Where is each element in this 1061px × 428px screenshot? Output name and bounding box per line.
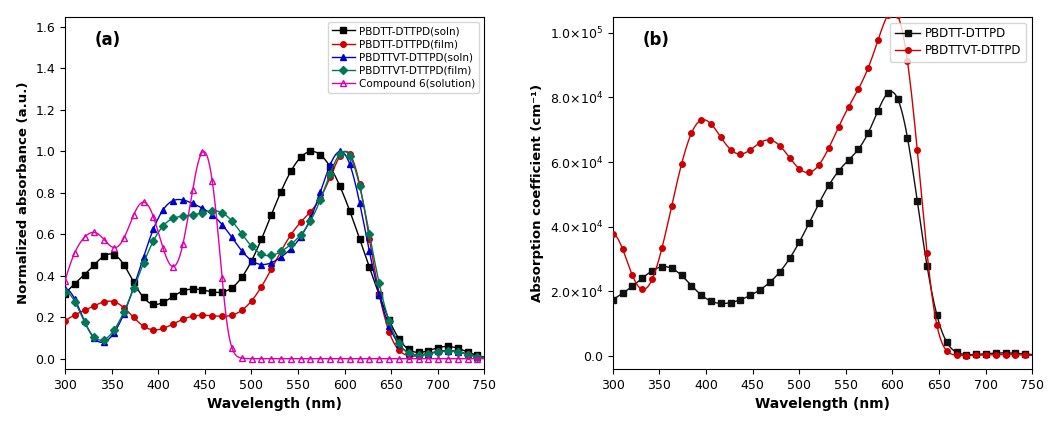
PBDTT-DTTPD(soln) [479,354,491,360]
PBDTTVT-DTTPD [957,353,970,358]
PBDTT-DTTPD(soln) [310,150,323,155]
Line: PBDTTVT-DTTPD(soln): PBDTTVT-DTTPD(soln) [63,149,487,360]
PBDTT-DTTPD [855,143,868,148]
PBDTT-DTTPD(soln) [414,350,427,355]
PBDTT-DTTPD(soln) [306,149,318,154]
PBDTT-DTTPD [884,89,897,94]
PBDTT-DTTPD [961,352,974,357]
Compound 6(solution) [414,356,427,361]
Line: PBDTT-DTTPD(film): PBDTT-DTTPD(film) [63,149,487,360]
PBDTTVT-DTTPD(soln) [333,149,346,154]
PBDTT-DTTPD [856,140,869,146]
PBDTTVT-DTTPD(soln) [307,209,319,214]
PBDTTVT-DTTPD(soln) [60,286,73,291]
PBDTT-DTTPD [1026,352,1039,357]
PBDTT-DTTPD(soln) [317,155,330,160]
PBDTTVT-DTTPD(film) [479,355,491,360]
PBDTT-DTTPD(film) [60,318,73,323]
PBDTTVT-DTTPD [990,352,1003,357]
PBDTT-DTTPD(film) [315,193,328,198]
PBDTTVT-DTTPD [607,231,620,236]
Compound 6(solution) [197,149,210,154]
PBDTTVT-DTTPD(film) [440,348,453,354]
Compound 6(solution) [310,356,323,361]
PBDTT-DTTPD [864,128,876,133]
Legend: PBDTT-DTTPD, PBDTTVT-DTTPD: PBDTT-DTTPD, PBDTTVT-DTTPD [890,23,1026,62]
PBDTTVT-DTTPD [856,78,869,83]
Y-axis label: Normalized absorbance (a.u.): Normalized absorbance (a.u.) [17,82,30,304]
PBDTTVT-DTTPD(soln) [315,186,328,191]
Compound 6(solution) [60,274,73,279]
Compound 6(solution) [317,356,330,361]
PBDTT-DTTPD(film) [340,149,352,154]
PBDTT-DTTPD(film) [414,353,427,358]
PBDTTVT-DTTPD(film) [414,353,427,358]
PBDTTVT-DTTPD [887,8,900,13]
PBDTTVT-DTTPD(film) [337,149,350,154]
Line: PBDTT-DTTPD(soln): PBDTT-DTTPD(soln) [63,149,487,360]
Line: PBDTT-DTTPD: PBDTT-DTTPD [610,89,1036,357]
Line: Compound 6(solution): Compound 6(solution) [63,149,487,362]
PBDTTVT-DTTPD [855,81,868,86]
PBDTTVT-DTTPD(film) [309,210,321,215]
PBDTT-DTTPD(film) [479,355,491,360]
PBDTTVT-DTTPD(soln) [440,348,453,353]
Compound 6(solution) [309,356,321,361]
Line: PBDTTVT-DTTPD: PBDTTVT-DTTPD [610,8,1036,358]
PBDTT-DTTPD [990,351,1003,356]
PBDTTVT-DTTPD(soln) [58,286,71,291]
PBDTT-DTTPD(film) [307,206,319,211]
Compound 6(solution) [440,356,453,361]
PBDTT-DTTPD [962,352,975,357]
PBDTT-DTTPD(soln) [60,290,73,295]
PBDTTVT-DTTPD(film) [315,193,328,199]
Legend: PBDTT-DTTPD(soln), PBDTT-DTTPD(film), PBDTTVT-DTTPD(soln), PBDTTVT-DTTPD(film), : PBDTT-DTTPD(soln), PBDTT-DTTPD(film), PB… [328,22,480,93]
PBDTTVT-DTTPD(film) [307,213,319,218]
X-axis label: Wavelength (nm): Wavelength (nm) [207,397,343,411]
PBDTT-DTTPD(soln) [309,149,321,155]
PBDTTVT-DTTPD(soln) [479,355,491,360]
X-axis label: Wavelength (nm): Wavelength (nm) [755,397,890,411]
PBDTTVT-DTTPD [1026,353,1039,358]
Text: (b): (b) [642,31,669,49]
PBDTT-DTTPD(film) [58,318,71,324]
PBDTTVT-DTTPD(film) [58,289,71,294]
PBDTT-DTTPD(soln) [440,344,453,349]
PBDTTVT-DTTPD [608,232,621,237]
PBDTTVT-DTTPD(soln) [309,205,321,211]
Text: (a): (a) [94,31,121,49]
PBDTTVT-DTTPD(soln) [414,352,427,357]
PBDTT-DTTPD [607,297,620,302]
PBDTT-DTTPD [608,296,621,301]
PBDTT-DTTPD(film) [440,348,453,353]
PBDTT-DTTPD(soln) [58,291,71,296]
Line: PBDTTVT-DTTPD(film): PBDTTVT-DTTPD(film) [63,149,487,360]
PBDTTVT-DTTPD(film) [60,290,73,295]
PBDTT-DTTPD(film) [309,204,321,209]
PBDTTVT-DTTPD [864,62,876,67]
Compound 6(solution) [58,279,71,284]
Compound 6(solution) [479,356,491,361]
PBDTTVT-DTTPD [962,353,975,358]
Y-axis label: Absorption coefficient (cm⁻¹): Absorption coefficient (cm⁻¹) [532,84,544,302]
